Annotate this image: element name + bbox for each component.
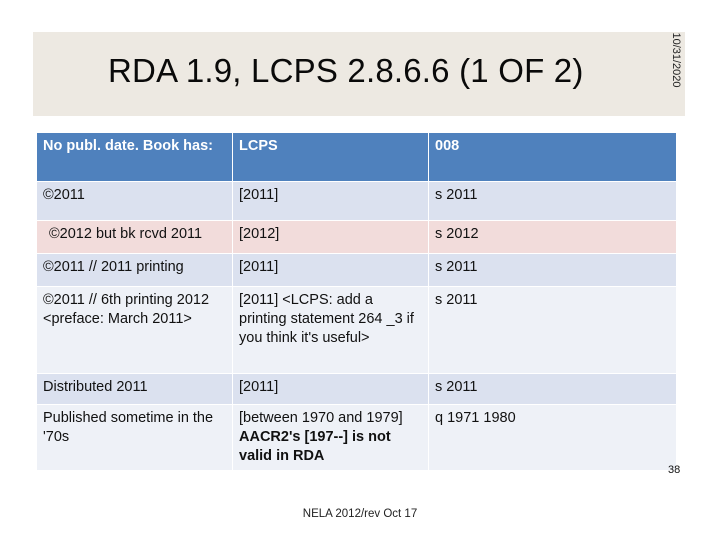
cell-book-has: ©2011 // 2011 printing — [36, 253, 233, 287]
cell-008: q 1971 1980 — [428, 404, 677, 471]
table-row: Published sometime in the '70s [between … — [36, 404, 677, 471]
table-row: ©2011 // 6th printing 2012 <preface: Mar… — [36, 286, 677, 374]
cell-008: s 2011 — [428, 253, 677, 287]
cell-book-has: Distributed 2011 — [36, 373, 233, 405]
slide-date: 10/31/2020 — [670, 32, 682, 88]
cell-book-has: Published sometime in the '70s — [36, 404, 233, 471]
cell-008: s 2012 — [428, 220, 677, 254]
title-band — [33, 32, 685, 116]
table-header-row: No publ. date. Book has: LCPS 008 — [36, 132, 677, 182]
footer-text: NELA 2012/rev Oct 17 — [302, 508, 418, 520]
table-row: ©2011 // 2011 printing [2011] s 2011 — [36, 253, 677, 287]
cell-lcps: [2012] — [232, 220, 429, 254]
cell-lcps: [2011] — [232, 373, 429, 405]
cell-lcps: [2011] <LCPS: add a printing statement 2… — [232, 286, 429, 374]
table-row: ©2012 but bk rcvd 2011 [2012] s 2012 — [36, 220, 677, 254]
header-008: 008 — [428, 132, 677, 182]
cell-008: s 2011 — [428, 181, 677, 221]
slide-title: RDA 1.9, LCPS 2.8.6.6 (1 OF 2) — [108, 52, 584, 89]
table-row: Distributed 2011 [2011] s 2011 — [36, 373, 677, 405]
cell-lcps: [2011] — [232, 181, 429, 221]
rda-examples-table: No publ. date. Book has: LCPS 008 ©2011 … — [36, 132, 677, 471]
aacr2-note: AACR2's [197--] is not valid in RDA — [239, 429, 391, 464]
cell-lcps-with-note: [between 1970 and 1979] AACR2's [197--] … — [232, 404, 429, 471]
cell-book-has: ©2011 // 6th printing 2012 <preface: Mar… — [36, 286, 233, 374]
cell-008: s 2011 — [428, 373, 677, 405]
cell-008: s 2011 — [428, 286, 677, 374]
cell-book-has: ©2012 but bk rcvd 2011 — [36, 220, 233, 254]
cell-lcps: [2011] — [232, 253, 429, 287]
header-lcps: LCPS — [232, 132, 429, 182]
cell-lcps: [between 1970 and 1979] — [239, 410, 403, 426]
table-row: ©2011 [2011] s 2011 — [36, 181, 677, 221]
header-book-has: No publ. date. Book has: — [36, 132, 233, 182]
page-number: 38 — [668, 464, 681, 476]
cell-book-has: ©2011 — [36, 181, 233, 221]
